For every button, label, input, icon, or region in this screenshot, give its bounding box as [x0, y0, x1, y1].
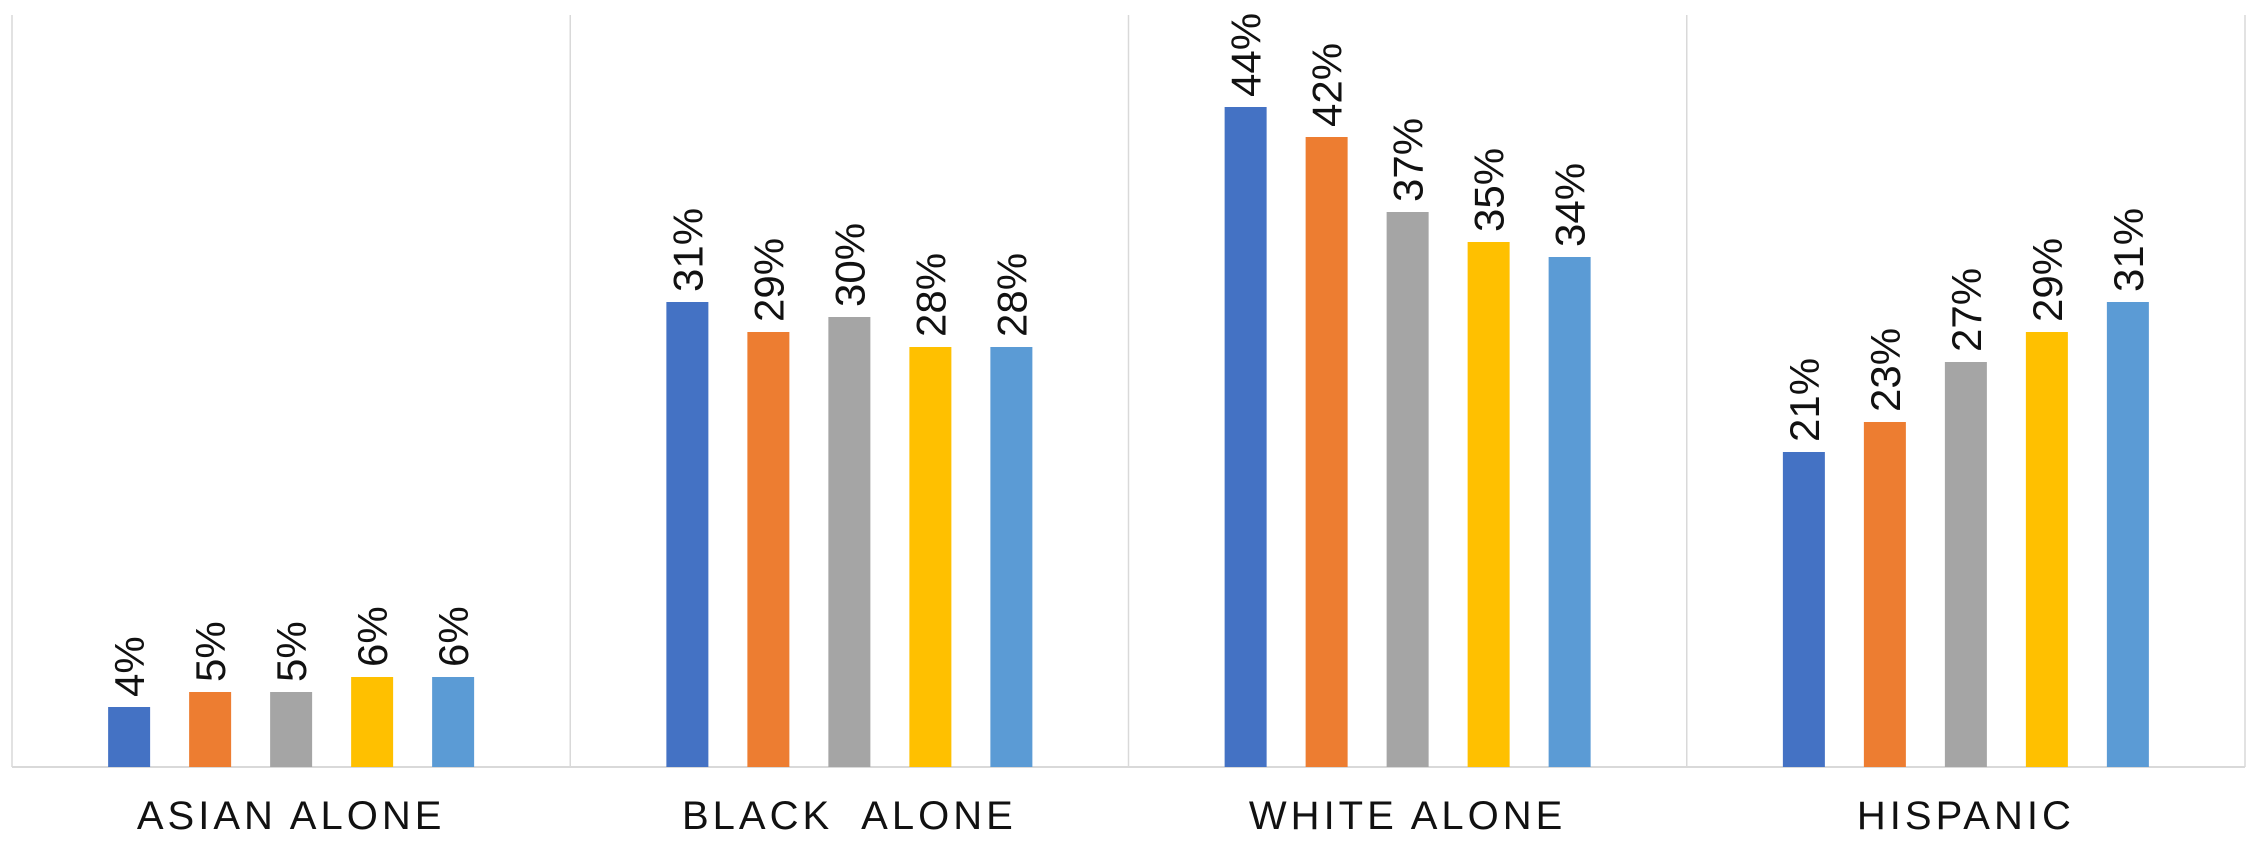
bar: [1467, 242, 1510, 767]
category-label: WHITE ALONE: [1249, 794, 1566, 838]
bar: [2106, 302, 2149, 767]
bar: [1224, 107, 1267, 767]
bar-value-label: 37%: [1385, 118, 1432, 202]
bar-value-label: 21%: [1781, 358, 1828, 442]
bar: [828, 317, 871, 767]
bar: [1782, 452, 1825, 767]
category-label: ASIAN ALONE: [137, 794, 446, 838]
bar: [1386, 212, 1429, 767]
bar: [666, 302, 709, 767]
category-label: BLACK ALONE: [682, 794, 1017, 838]
bar-value-label: 31%: [2105, 208, 2152, 292]
bar: [270, 692, 313, 767]
bar-value-label: 23%: [1862, 328, 1909, 412]
bar-value-label: 31%: [664, 208, 711, 292]
bar-value-label: 28%: [988, 253, 1035, 337]
bar-value-label: 5%: [268, 621, 315, 682]
bar-value-label: 4%: [106, 636, 153, 697]
bar: [2025, 332, 2068, 767]
category-labels: ASIAN ALONE BLACK ALONE WHITE ALONE HISPANI…: [137, 794, 2075, 838]
bar: [108, 707, 151, 767]
bar: [1944, 362, 1987, 767]
bar: [1863, 422, 1906, 767]
bar-value-label: 30%: [826, 223, 873, 307]
bar-value-label: 29%: [745, 238, 792, 322]
bar: [189, 692, 232, 767]
bar: [351, 677, 394, 767]
bar: [432, 677, 475, 767]
bar-value-label: 27%: [1943, 268, 1990, 352]
bars: [108, 107, 2149, 767]
bar-value-label: 28%: [907, 253, 954, 337]
bar-value-label: 6%: [430, 606, 477, 667]
category-separators: [11, 15, 2246, 767]
bar-value-label: 44%: [1223, 13, 1270, 97]
bar-value-label: 6%: [349, 606, 396, 667]
bar: [747, 332, 790, 767]
bar: [990, 347, 1033, 767]
bar-value-labels: 4% 5% 5% 6% 6% 31% 29% 30% 28% 28% 44% 42% 37% 35% 34%…: [106, 13, 2152, 697]
bar: [1548, 257, 1591, 767]
bar-value-label: 34%: [1547, 163, 1594, 247]
category-label: HISPANIC: [1857, 794, 2075, 838]
bar-value-label: 42%: [1304, 43, 1351, 127]
bar-value-label: 29%: [2024, 238, 2071, 322]
bar: [1305, 137, 1348, 767]
bar: [909, 347, 952, 767]
bar-value-label: 5%: [187, 621, 234, 682]
bar-value-label: 35%: [1466, 148, 1513, 232]
